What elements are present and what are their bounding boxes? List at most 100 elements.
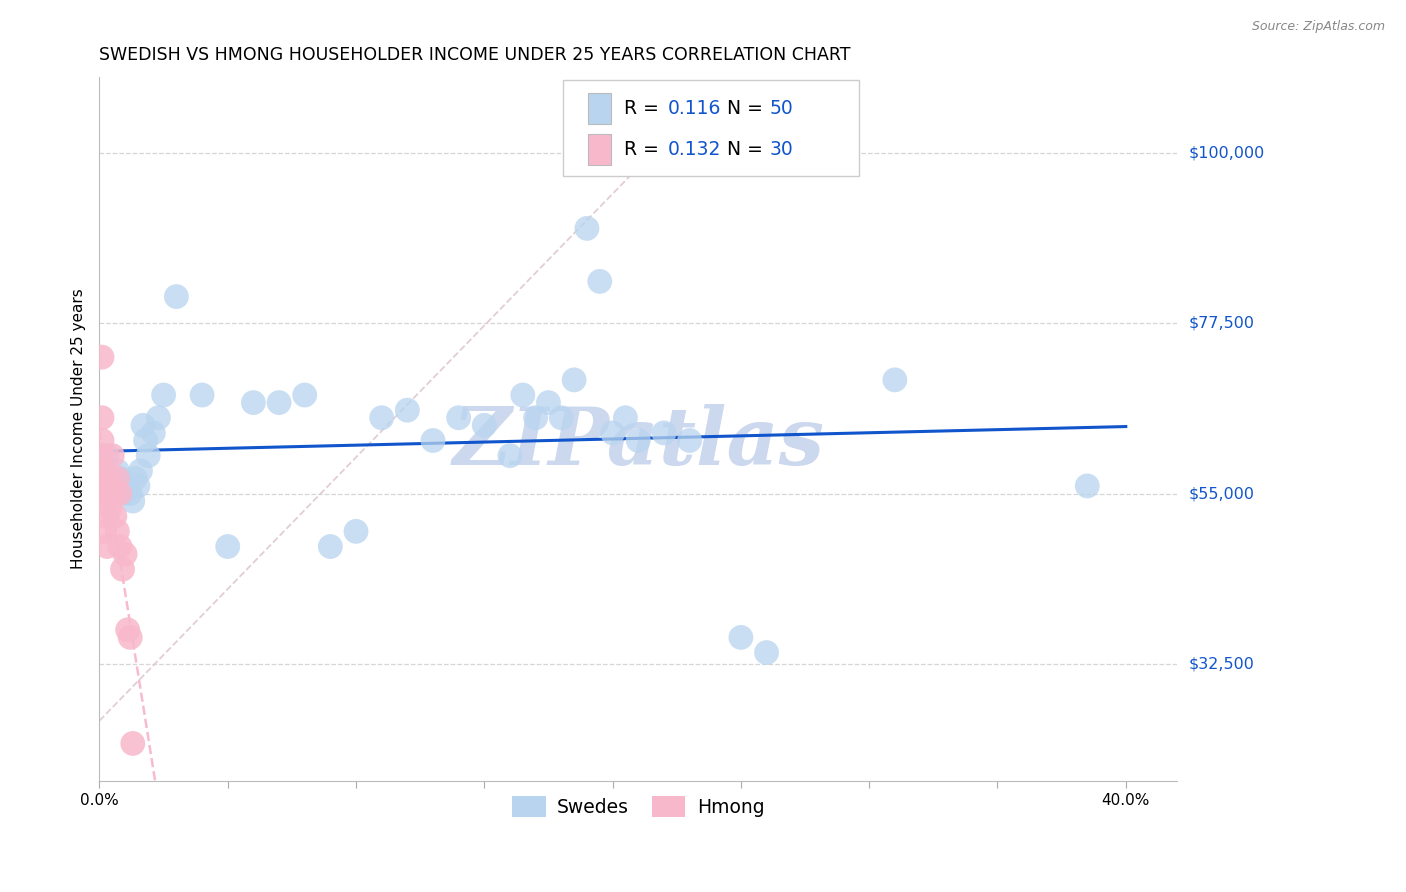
Point xyxy=(91,434,114,448)
Point xyxy=(98,479,121,493)
Point xyxy=(602,425,624,440)
Point xyxy=(96,540,118,554)
FancyBboxPatch shape xyxy=(562,80,859,176)
Point xyxy=(101,486,124,500)
Point xyxy=(91,449,114,463)
Point xyxy=(142,425,165,440)
Point xyxy=(117,623,139,637)
Point xyxy=(120,486,142,500)
Point xyxy=(129,464,152,478)
Point xyxy=(191,388,214,402)
Point xyxy=(589,274,612,288)
Point xyxy=(755,646,778,660)
Point xyxy=(319,540,342,554)
Point xyxy=(217,540,239,554)
Point xyxy=(422,434,444,448)
Point xyxy=(114,547,136,561)
FancyBboxPatch shape xyxy=(588,93,612,124)
Point xyxy=(136,449,159,463)
Point xyxy=(344,524,367,539)
Point xyxy=(104,486,127,500)
Text: ZIPatlas: ZIPatlas xyxy=(453,404,824,482)
Point xyxy=(472,418,495,433)
Point xyxy=(124,471,146,485)
Point xyxy=(104,509,127,524)
Point xyxy=(117,483,139,497)
Point xyxy=(93,471,115,485)
Point xyxy=(93,486,115,500)
Point xyxy=(96,486,118,500)
Point xyxy=(91,350,114,364)
Text: N =: N = xyxy=(727,99,769,118)
Point xyxy=(121,494,143,508)
Text: R =: R = xyxy=(624,99,665,118)
Point xyxy=(96,479,118,493)
Point xyxy=(447,410,470,425)
Text: N =: N = xyxy=(727,140,769,160)
Text: 50: 50 xyxy=(769,99,793,118)
Point xyxy=(91,486,114,500)
Point xyxy=(370,410,392,425)
Point xyxy=(105,464,128,478)
Point xyxy=(1076,479,1098,493)
Point xyxy=(537,395,560,409)
Point xyxy=(98,467,121,482)
Text: $55,000: $55,000 xyxy=(1188,486,1254,501)
Point xyxy=(242,395,264,409)
Text: $77,500: $77,500 xyxy=(1188,316,1254,331)
Text: Source: ZipAtlas.com: Source: ZipAtlas.com xyxy=(1251,20,1385,33)
Point xyxy=(101,449,124,463)
Point xyxy=(105,471,128,485)
Point xyxy=(550,410,572,425)
Point xyxy=(104,486,127,500)
Point xyxy=(627,434,650,448)
Point xyxy=(98,501,121,516)
Point xyxy=(114,479,136,493)
Point xyxy=(883,373,905,387)
Point xyxy=(96,449,118,463)
Point xyxy=(730,631,752,645)
Point xyxy=(91,410,114,425)
Point xyxy=(108,471,131,485)
Point xyxy=(108,540,131,554)
Point xyxy=(512,388,534,402)
Text: SWEDISH VS HMONG HOUSEHOLDER INCOME UNDER 25 YEARS CORRELATION CHART: SWEDISH VS HMONG HOUSEHOLDER INCOME UNDE… xyxy=(100,46,851,64)
Point xyxy=(294,388,316,402)
Text: $100,000: $100,000 xyxy=(1188,145,1264,161)
Point xyxy=(148,410,170,425)
Point xyxy=(499,449,522,463)
Point xyxy=(127,479,149,493)
Point xyxy=(108,486,131,500)
Point xyxy=(111,486,134,500)
Point xyxy=(396,403,419,417)
Point xyxy=(614,410,637,425)
Text: R =: R = xyxy=(624,140,665,160)
Legend: Swedes, Hmong: Swedes, Hmong xyxy=(505,789,772,825)
Text: 0.116: 0.116 xyxy=(668,99,721,118)
Point xyxy=(652,425,675,440)
Point xyxy=(101,479,124,493)
FancyBboxPatch shape xyxy=(588,135,612,166)
Point xyxy=(165,289,187,303)
Point xyxy=(152,388,174,402)
Point xyxy=(132,418,155,433)
Point xyxy=(562,373,585,387)
Point xyxy=(121,736,143,750)
Point xyxy=(93,464,115,478)
Point xyxy=(96,509,118,524)
Point xyxy=(111,562,134,576)
Point xyxy=(120,631,142,645)
Point xyxy=(105,524,128,539)
Text: 0.132: 0.132 xyxy=(668,140,721,160)
Point xyxy=(678,434,700,448)
Text: 30: 30 xyxy=(769,140,793,160)
Point xyxy=(524,410,547,425)
Point xyxy=(267,395,290,409)
Point xyxy=(93,524,115,539)
Y-axis label: Householder Income Under 25 years: Householder Income Under 25 years xyxy=(72,289,86,569)
Point xyxy=(98,471,121,485)
Point xyxy=(93,479,115,493)
Point xyxy=(135,434,157,448)
Point xyxy=(575,221,598,235)
Text: $32,500: $32,500 xyxy=(1188,657,1254,672)
